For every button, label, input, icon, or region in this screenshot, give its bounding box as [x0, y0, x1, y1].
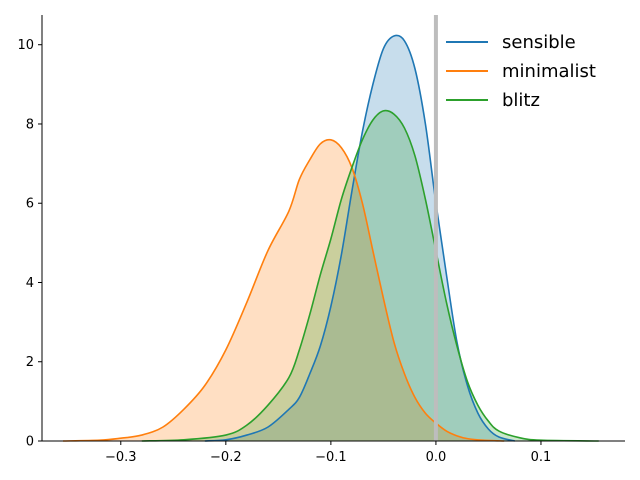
x-tick-label: −0.3: [105, 450, 137, 465]
y-tick-label: 10: [17, 38, 34, 53]
legend-label-sensible: sensible: [502, 32, 576, 53]
x-tick-label: 0.0: [426, 450, 447, 465]
density-fill-minimalist: [63, 139, 505, 441]
x-tick-label: −0.2: [210, 450, 242, 465]
legend-label-blitz: blitz: [502, 90, 540, 111]
y-tick-label: 2: [26, 355, 34, 370]
density-line-sensible: [204, 34, 515, 442]
legend-label-minimalist: minimalist: [502, 61, 596, 82]
y-tick-label: 8: [26, 117, 34, 132]
x-tick-label: 0.1: [531, 450, 552, 465]
legend: sensible minimalist blitz: [446, 32, 596, 111]
density-line-blitz: [141, 109, 599, 442]
density-fill-blitz: [141, 110, 599, 442]
y-tick-label: 0: [26, 435, 34, 450]
axes: −0.3 −0.2 −0.1 0.0 0.1 0 2 4 6 8 10: [17, 15, 625, 465]
x-tick-label: −0.1: [315, 450, 347, 465]
y-tick-label: 6: [26, 197, 34, 212]
y-tick-label: 4: [26, 276, 34, 291]
